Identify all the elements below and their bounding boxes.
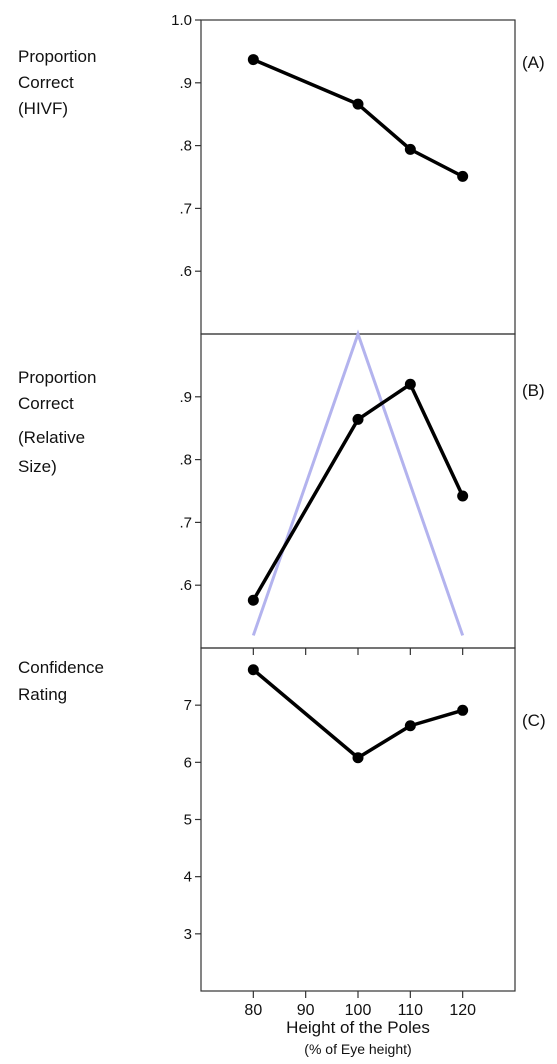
panel-c-tag: (C) xyxy=(522,711,546,730)
panel-b-y-tick-label: .7 xyxy=(179,514,192,531)
panel-a-y-tick-label: .9 xyxy=(179,75,192,92)
panel-c-y-ticks: 7 6 5 4 3 xyxy=(184,697,201,943)
panel-c-y-tick-label: 7 xyxy=(184,697,192,714)
panel-c-y-tick-label: 6 xyxy=(184,754,192,771)
panel-c-y-tick-label: 5 xyxy=(184,812,192,829)
x-axis-tick-label: 90 xyxy=(297,1002,315,1019)
panel-c-ylabel-line-2: Rating xyxy=(18,685,67,704)
panel-b-ylabel-line-2: Correct xyxy=(18,394,74,413)
panel-b-ylabel-line-1: Proportion xyxy=(18,368,96,387)
panel-a-series-line xyxy=(252,57,464,178)
x-axis-title: Height of the Poles xyxy=(286,1018,430,1037)
panel-b-data-point xyxy=(404,378,416,390)
x-axis-tick-label: 110 xyxy=(398,1002,424,1019)
panel-b-overlay xyxy=(251,329,465,636)
panel-b-data-point xyxy=(247,594,259,606)
x-axis-tick-label: 80 xyxy=(244,1002,262,1019)
panel-c: Confidence Rating (C) 7 6 5 4 3 xyxy=(18,647,546,992)
x-axis-tick-label: 120 xyxy=(449,1002,476,1019)
panel-c-data-point xyxy=(247,664,259,676)
panel-a-data-point xyxy=(404,143,416,155)
panel-b: Proportion Correct (Relative Size) (B) .… xyxy=(18,329,545,649)
panel-a-y-tick-label: 1.0 xyxy=(171,12,192,29)
panel-b-data-point xyxy=(457,490,469,502)
panel-a-series xyxy=(247,54,469,182)
x-axis-top-ticks xyxy=(252,648,464,998)
panel-a-ylabel-line-3: (HIVF) xyxy=(18,99,68,118)
panel-c-series-line xyxy=(252,668,464,760)
panel-b-data-point xyxy=(352,413,364,425)
panel-c-frame xyxy=(200,647,516,992)
panel-c-series xyxy=(247,664,469,764)
panel-a-y-tick-label: .8 xyxy=(179,138,192,155)
panel-b-y-ticks: .9 .8 .7 .6 xyxy=(179,389,201,594)
panel-c-y-tick-label: 4 xyxy=(184,869,192,886)
panel-c-data-point xyxy=(404,720,416,732)
panel-a-ylabel-line-1: Proportion xyxy=(18,47,96,66)
panel-b-y-tick-label: .9 xyxy=(179,389,192,406)
x-axis-tick-labels: 80 90 100 110 120 xyxy=(244,1002,476,1019)
panel-a-y-tick-label: .6 xyxy=(179,263,192,280)
panel-a-tag: (A) xyxy=(522,53,545,72)
panel-c-ylabel-line-1: Confidence xyxy=(18,658,104,677)
panel-c-data-point xyxy=(352,752,364,764)
panel-b-overlay-line xyxy=(251,329,465,636)
panel-b-y-tick-label: .6 xyxy=(179,577,192,594)
panel-a-data-point xyxy=(247,54,259,66)
panel-a: Proportion Correct (HIVF) (A) 1.0 .9 .8 .7.… xyxy=(18,12,545,335)
x-axis-subtitle: (% of Eye height) xyxy=(304,1041,411,1057)
panel-a-data-point xyxy=(457,170,469,182)
panel-c-y-tick-label: 3 xyxy=(184,926,192,943)
panel-b-series-line xyxy=(251,382,465,602)
panel-a-y-ticks: 1.0 .9 .8 .7 .6 xyxy=(171,12,201,280)
panel-b-ylabel-line-4: Size) xyxy=(18,457,57,476)
panel-b-y-tick-label: .8 xyxy=(179,452,192,469)
panel-a-y-tick-label: .7 xyxy=(179,200,192,217)
panel-b-ylabel-line-3: (Relative xyxy=(18,428,85,447)
panel-a-ylabel-line-2: Correct xyxy=(18,73,74,92)
panel-b-series xyxy=(247,378,469,606)
x-axis-tick-label: 100 xyxy=(345,1002,372,1019)
panel-c-data-point xyxy=(457,704,469,716)
x-axis: 80 90 100 110 120 Height of the Poles (% of … xyxy=(244,648,476,1057)
panel-b-tag: (B) xyxy=(522,381,545,400)
panel-a-data-point xyxy=(352,98,364,110)
